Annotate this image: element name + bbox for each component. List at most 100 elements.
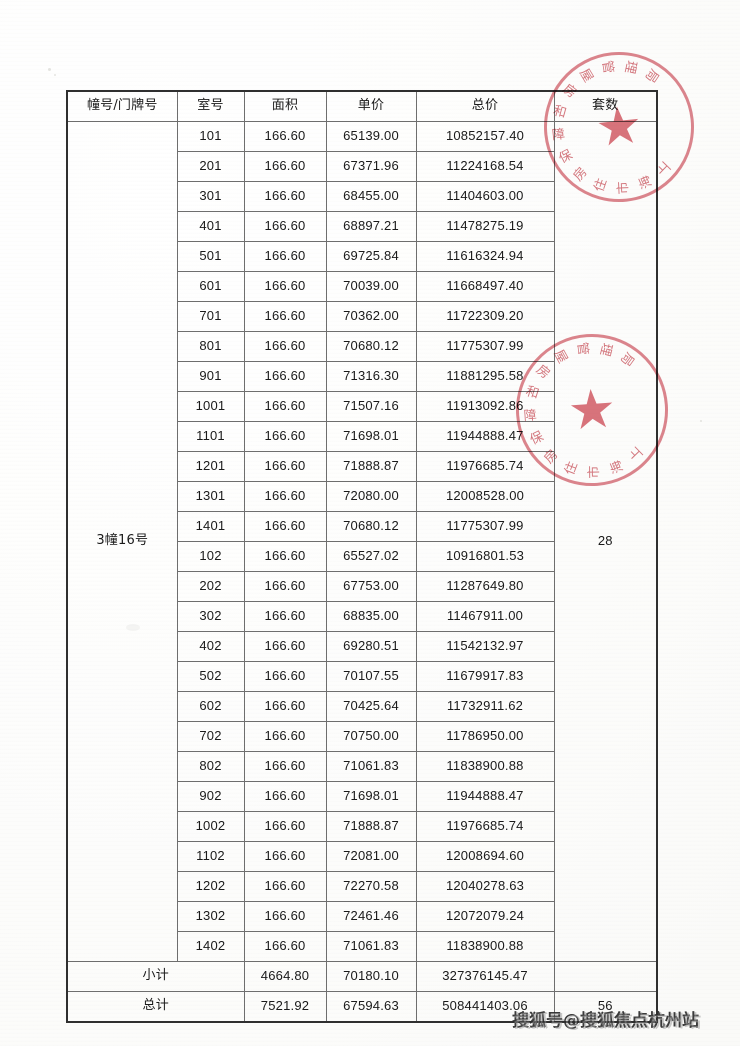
subtotal-count [553,961,658,992]
cell-room: 1001 [176,391,245,422]
price-table-container: 幢号/门牌号 室号 面积 单价 总价 套数 3幢16号 101 166.60 6513… [66,90,658,1023]
grand-total-count: 56 [553,991,658,1023]
cell-unit-price: 70039.00 [325,271,417,302]
cell-room: 202 [176,571,245,602]
cell-room: 902 [176,781,245,812]
cell-unit-price: 67371.96 [325,151,417,182]
cell-room: 501 [176,241,245,272]
cell-area: 166.60 [243,271,327,302]
cell-area: 166.60 [243,601,327,632]
cell-area: 166.60 [243,331,327,362]
table-row: 1102 166.60 72081.00 12008694.60 [67,841,657,872]
table-row: 702 166.60 70750.00 11786950.00 [67,721,657,752]
cell-area: 166.60 [243,721,327,752]
cell-total-price: 12008528.00 [415,481,555,512]
building-count-cell: 28 [553,121,658,962]
cell-total-price: 10852157.40 [415,121,555,152]
cell-unit-price: 71061.83 [325,751,417,782]
cell-unit-price: 68455.00 [325,181,417,212]
cell-area: 166.60 [243,931,327,962]
cell-total-price: 11404603.00 [415,181,555,212]
cell-unit-price: 71698.01 [325,781,417,812]
cell-unit-price: 70680.12 [325,331,417,362]
cell-total-price: 11542132.97 [415,631,555,662]
table-row: 202 166.60 67753.00 11287649.80 [67,571,657,602]
cell-unit-price: 72270.58 [325,871,417,902]
cell-room: 1301 [176,481,245,512]
scan-speck [54,74,56,76]
cell-total-price: 11838900.88 [415,751,555,782]
table-row: 1002 166.60 71888.87 11976685.74 [67,811,657,842]
table-row: 401 166.60 68897.21 11478275.19 [67,211,657,242]
subtotal-label: 小计 [66,961,245,992]
cell-area: 166.60 [243,451,327,482]
scan-speck [700,420,702,422]
cell-area: 166.60 [243,871,327,902]
cell-area: 166.60 [243,211,327,242]
table-header: 幢号/门牌号 室号 面积 单价 总价 套数 [66,90,658,122]
cell-unit-price: 72461.46 [325,901,417,932]
watermark-shadow: 搜狐号@搜狐焦点杭州站 [514,1012,701,1032]
table-row: 1302 166.60 72461.46 12072079.24 [67,901,657,932]
cell-area: 166.60 [243,241,327,272]
seal-char: 局 [641,65,662,85]
header-area: 面积 [243,90,327,122]
cell-unit-price: 69725.84 [325,241,417,272]
table-body: 3幢16号 101 166.60 65139.00 10852157.40 28 201 16… [66,121,658,962]
cell-unit-price: 72080.00 [325,481,417,512]
cell-unit-price: 69280.51 [325,631,417,662]
table-row: 301 166.60 68455.00 11404603.00 [67,181,657,212]
cell-room: 302 [176,601,245,632]
table-row: 501 166.60 69725.84 11616324.94 [67,241,657,272]
cell-room: 502 [176,661,245,692]
cell-room: 702 [176,721,245,752]
cell-area: 166.60 [243,571,327,602]
cell-area: 166.60 [243,181,327,212]
cell-room: 201 [176,151,245,182]
cell-total-price: 11616324.94 [415,241,555,272]
cell-unit-price: 70750.00 [325,721,417,752]
table-row: 1202 166.60 72270.58 12040278.63 [67,871,657,902]
cell-unit-price: 70425.64 [325,691,417,722]
cell-unit-price: 70362.00 [325,301,417,332]
cell-total-price: 11881295.58 [415,361,555,392]
cell-room: 901 [176,361,245,392]
cell-total-price: 11913092.86 [415,391,555,422]
subtotal-area: 4664.80 [243,961,327,992]
table-row: 1401 166.60 70680.12 11775307.99 [67,511,657,542]
table-row: 1101 166.60 71698.01 11944888.47 [67,421,657,452]
cell-room: 401 [176,211,245,242]
cell-area: 166.60 [243,391,327,422]
header-building: 幢号/门牌号 [66,90,178,122]
cell-unit-price: 71888.87 [325,451,417,482]
cell-room: 802 [176,751,245,782]
cell-total-price: 11224168.54 [415,151,555,182]
cell-room: 1401 [176,511,245,542]
table-row: 1301 166.60 72080.00 12008528.00 [67,481,657,512]
table-row: 302 166.60 68835.00 11467911.00 [67,601,657,632]
cell-area: 166.60 [243,421,327,452]
header-count: 套数 [553,90,658,122]
cell-area: 166.60 [243,751,327,782]
cell-total-price: 11732911.62 [415,691,555,722]
cell-total-price: 11722309.20 [415,301,555,332]
cell-area: 166.60 [243,511,327,542]
cell-total-price: 11944888.47 [415,781,555,812]
cell-room: 1302 [176,901,245,932]
cell-room: 601 [176,271,245,302]
grand-total-unit-price: 67594.63 [325,991,417,1023]
table-row: 1402 166.60 71061.83 11838900.88 [67,931,657,962]
cell-area: 166.60 [243,841,327,872]
subtotal-unit-price: 70180.10 [325,961,417,992]
cell-unit-price: 68897.21 [325,211,417,242]
table-row: 3幢16号 101 166.60 65139.00 10852157.40 28 [66,121,658,962]
cell-unit-price: 72081.00 [325,841,417,872]
cell-area: 166.60 [243,661,327,692]
building-label-cell: 3幢16号 [66,121,178,962]
header-unit-price: 单价 [325,90,417,122]
cell-total-price: 11668497.40 [415,271,555,302]
seal-char: 屋 [576,66,596,86]
subtotal-total-price: 327376145.47 [415,961,555,992]
table-row: 902 166.60 71698.01 11944888.47 [67,781,657,812]
table-row: 402 166.60 69280.51 11542132.97 [67,631,657,662]
